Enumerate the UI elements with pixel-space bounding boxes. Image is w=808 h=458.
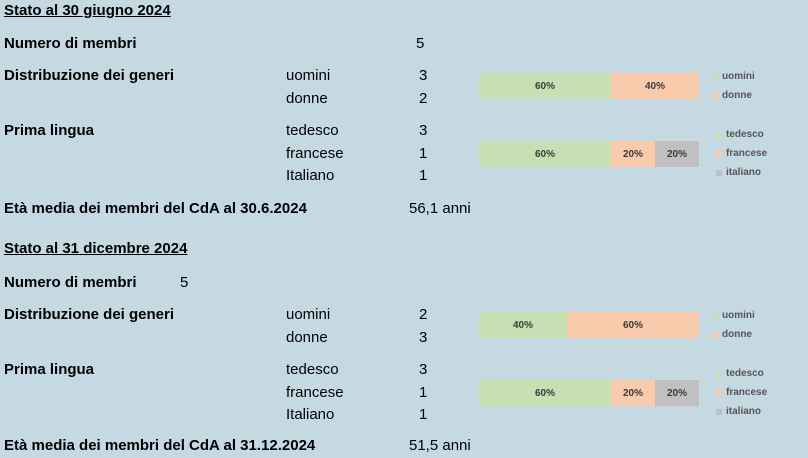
section1-language-bar-german: 60% xyxy=(479,141,611,167)
legend-label: uomini xyxy=(722,71,755,82)
section2-language-bar: 60% 20% 20% xyxy=(478,379,700,407)
legend-swatch-peach xyxy=(716,389,722,396)
legend-swatch-peach xyxy=(712,331,718,338)
section1-language-bar: 60% 20% 20% xyxy=(478,140,700,168)
legend-swatch-green xyxy=(716,370,722,377)
legend-swatch-gray xyxy=(716,169,722,176)
section2-italian-label: Italiano xyxy=(286,406,335,423)
section1-gender-bar-women: 40% xyxy=(611,73,699,99)
legend-item: francese xyxy=(716,144,767,163)
section1-german-label: tedesco xyxy=(286,122,339,139)
section2-language-legend: tedesco francese italiano xyxy=(716,364,767,421)
legend-label: donne xyxy=(722,329,752,340)
section2-language-label: Prima lingua xyxy=(4,361,95,378)
section1-age-label: Età media dei membri del CdA al 30.6.202… xyxy=(4,200,307,217)
section1-language-legend: tedesco francese italiano xyxy=(716,125,767,182)
legend-swatch-green xyxy=(716,131,722,138)
section1-gender-legend: uomini donne xyxy=(712,67,755,105)
section2-title: Stato al 31 dicembre 2024 xyxy=(4,240,188,257)
legend-label: francese xyxy=(726,387,768,398)
section1-italian-label: Italiano xyxy=(286,167,335,184)
section1-german-value: 3 xyxy=(419,122,428,139)
section2-french-label: francese xyxy=(286,384,344,401)
legend-label: italiano xyxy=(726,406,762,417)
legend-swatch-green xyxy=(712,73,718,80)
section2-women-label: donne xyxy=(286,329,328,346)
section1-language-bar-french: 20% xyxy=(611,141,655,167)
section2-german-value: 3 xyxy=(419,361,428,378)
legend-label: uomini xyxy=(722,310,755,321)
legend-item: donne xyxy=(712,86,755,105)
legend-swatch-gray xyxy=(716,408,722,415)
section2-age-label: Età media dei membri del CdA al 31.12.20… xyxy=(4,437,316,454)
section2-italian-value: 1 xyxy=(419,406,428,423)
legend-item: francese xyxy=(716,383,767,402)
section2-french-value: 1 xyxy=(419,384,428,401)
legend-item: uomini xyxy=(712,306,755,325)
section1-men-label: uomini xyxy=(286,67,331,84)
section2-age-value: 51,5 anni xyxy=(409,437,471,454)
section1-language-label: Prima lingua xyxy=(4,122,95,139)
section2-gender-bar-women: 60% xyxy=(567,312,699,338)
section1-members-label: Numero di membri xyxy=(4,35,137,52)
section1-gender-label: Distribuzione dei generi xyxy=(4,67,175,84)
section2-men-label: uomini xyxy=(286,306,331,323)
section2-language-bar-french: 20% xyxy=(611,380,655,406)
legend-label: italiano xyxy=(726,167,762,178)
section2-members-label: Numero di membri xyxy=(4,274,137,291)
section1-women-value: 2 xyxy=(419,90,428,107)
section1-members-value: 5 xyxy=(416,35,425,52)
section1-gender-bar: 60% 40% xyxy=(478,72,700,100)
legend-item: uomini xyxy=(712,67,755,86)
legend-item: italiano xyxy=(716,163,767,182)
legend-label: francese xyxy=(726,148,768,159)
legend-item: italiano xyxy=(716,402,767,421)
section1-french-label: francese xyxy=(286,145,344,162)
section1-french-value: 1 xyxy=(419,145,428,162)
section2-men-value: 2 xyxy=(419,306,428,323)
section1-italian-value: 1 xyxy=(419,167,428,184)
section1-title: Stato al 30 giugno 2024 xyxy=(4,2,171,19)
section2-members-value: 5 xyxy=(180,274,189,291)
legend-item: tedesco xyxy=(716,364,767,383)
section2-language-bar-german: 60% xyxy=(479,380,611,406)
section2-language-bar-italian: 20% xyxy=(655,380,699,406)
section2-gender-label: Distribuzione dei generi xyxy=(4,306,175,323)
legend-swatch-green xyxy=(712,312,718,319)
legend-label: tedesco xyxy=(726,129,764,140)
legend-item: tedesco xyxy=(716,125,767,144)
section1-language-bar-italian: 20% xyxy=(655,141,699,167)
section1-men-value: 3 xyxy=(419,67,428,84)
section2-gender-bar-men: 40% xyxy=(479,312,567,338)
legend-swatch-peach xyxy=(716,150,722,157)
section1-women-label: donne xyxy=(286,90,328,107)
section1-gender-bar-men: 60% xyxy=(479,73,611,99)
legend-label: donne xyxy=(722,90,752,101)
legend-swatch-peach xyxy=(712,92,718,99)
section2-gender-legend: uomini donne xyxy=(712,306,755,344)
legend-label: tedesco xyxy=(726,368,764,379)
section2-gender-bar: 40% 60% xyxy=(478,311,700,339)
section2-women-value: 3 xyxy=(419,329,428,346)
legend-item: donne xyxy=(712,325,755,344)
section2-german-label: tedesco xyxy=(286,361,339,378)
section1-age-value: 56,1 anni xyxy=(409,200,471,217)
